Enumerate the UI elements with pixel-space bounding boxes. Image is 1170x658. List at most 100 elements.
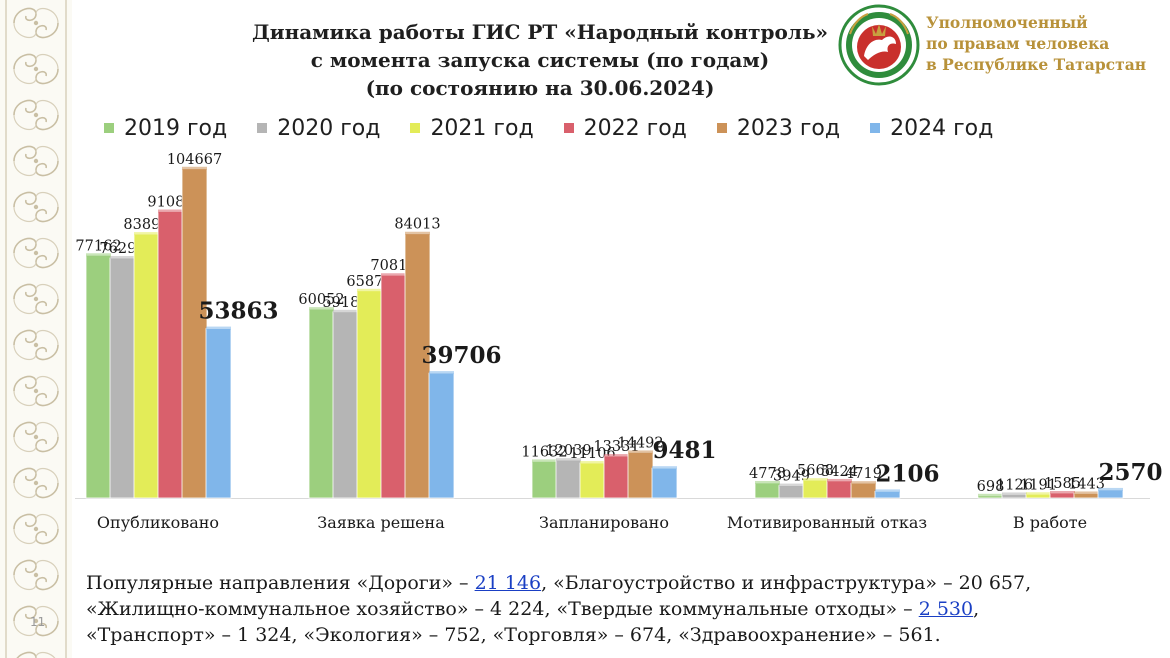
bar-chart: 7716276290838979108310466753863Опубликов… bbox=[75, 152, 1163, 532]
popular-directions: Популярные направления «Дороги» – 21 146… bbox=[86, 570, 1156, 648]
footer-line-2-post: , bbox=[973, 598, 980, 620]
page-number: 11 bbox=[30, 615, 46, 629]
category-label: Мотивированный отказ bbox=[727, 513, 927, 532]
bar-cap bbox=[827, 478, 852, 482]
bar bbox=[531, 461, 558, 499]
data-label: 5424 bbox=[821, 464, 858, 480]
tatarstan-emblem-icon bbox=[838, 4, 920, 86]
legend-item: 2021 год bbox=[410, 115, 534, 141]
data-label: 53863 bbox=[198, 298, 278, 325]
org-line-2: по правам человека bbox=[926, 34, 1110, 53]
legend-item: 2020 год bbox=[257, 116, 380, 141]
bar-cap bbox=[1002, 492, 1027, 496]
data-label: 104667 bbox=[167, 152, 222, 168]
category-label: В работе bbox=[1013, 513, 1087, 532]
waste-count-link[interactable]: 2 530 bbox=[918, 598, 974, 620]
bar bbox=[651, 467, 678, 499]
bar bbox=[308, 308, 335, 499]
data-label: 2570 bbox=[1098, 459, 1162, 486]
footer-line-1: Популярные направления «Дороги» – 21 146… bbox=[86, 570, 1156, 596]
bar bbox=[428, 372, 455, 499]
legend-label: 2022 год bbox=[583, 115, 687, 141]
legend-swatch bbox=[716, 123, 727, 133]
bar-cap bbox=[182, 166, 207, 170]
ornament-border bbox=[0, 0, 72, 658]
chart-legend: 2019 год 2020 год 2021 год 2022 год 2023 год… bbox=[104, 113, 1144, 143]
bar bbox=[85, 254, 112, 499]
data-label: 12039 bbox=[545, 443, 591, 459]
bar bbox=[380, 274, 407, 499]
bar-cap bbox=[110, 256, 135, 260]
bar bbox=[356, 290, 383, 499]
data-label: 1126 bbox=[996, 477, 1033, 493]
legend-swatch bbox=[104, 123, 114, 133]
legend-swatch bbox=[563, 123, 574, 133]
bar bbox=[778, 485, 805, 499]
bar bbox=[157, 211, 184, 499]
bar-cap bbox=[1074, 491, 1099, 495]
title-line-1: Динамика работы ГИС РТ «Народный контрол… bbox=[251, 20, 829, 44]
bar bbox=[205, 328, 232, 499]
bar-cap bbox=[134, 232, 159, 236]
footer-line-3: «Транспорт» – 1 324, «Экология» – 752, «… bbox=[86, 624, 941, 646]
bar-cap bbox=[357, 288, 382, 292]
bar-cap bbox=[803, 478, 828, 482]
legend-label: 2023 год bbox=[736, 115, 841, 141]
bar-cap bbox=[532, 459, 557, 463]
bar-cap bbox=[309, 307, 334, 311]
data-label: 1585 bbox=[1044, 476, 1081, 492]
data-label: 60052 bbox=[298, 292, 344, 308]
category-label: Заявка решена bbox=[317, 513, 445, 532]
bar bbox=[802, 479, 829, 499]
legend-swatch bbox=[870, 123, 881, 133]
bar-cap bbox=[755, 480, 780, 484]
footer-line-1-post: , «Благоустройство и инфраструктура» – 2… bbox=[541, 572, 1032, 594]
legend-item: 2022 год bbox=[563, 115, 687, 141]
bar bbox=[826, 480, 853, 499]
title-line-2: с момента запуска системы (по годам) bbox=[310, 48, 770, 72]
bar-cap bbox=[556, 458, 581, 462]
data-label: 1443 bbox=[1068, 476, 1105, 492]
footer-line-2-pre: «Жилищно-коммунальное хозяйство» – 4 224… bbox=[86, 598, 919, 620]
footer-line-1-pre: Популярные направления «Дороги» – bbox=[86, 572, 475, 594]
data-label: 39706 bbox=[421, 342, 501, 369]
data-label: 9481 bbox=[652, 437, 716, 464]
data-label: 11632 bbox=[521, 444, 567, 460]
bar-cap bbox=[333, 309, 358, 313]
data-label: 698 bbox=[977, 479, 1005, 495]
legend-label: 2020 год bbox=[277, 115, 381, 141]
data-label: 4719 bbox=[845, 466, 882, 482]
legend-label: 2021 год bbox=[430, 115, 534, 141]
data-label: 4778 bbox=[749, 466, 786, 482]
data-label: 3949 bbox=[773, 469, 810, 485]
bar-cap bbox=[1050, 491, 1075, 495]
roads-count-link[interactable]: 21 146 bbox=[474, 572, 542, 594]
bar bbox=[133, 233, 160, 499]
bar-cap bbox=[381, 273, 406, 277]
bar-cap bbox=[405, 231, 430, 235]
bar-cap bbox=[779, 483, 804, 487]
bar-cap bbox=[580, 461, 605, 465]
data-label: 77162 bbox=[75, 238, 121, 254]
org-line-3: в Республике Татарстан bbox=[926, 55, 1147, 74]
bar-cap bbox=[1098, 487, 1123, 491]
title-line-3: (по состоянию на 30.06.2024) bbox=[365, 76, 715, 100]
legend-item: 2019 год bbox=[104, 116, 227, 141]
bar-cap bbox=[628, 450, 653, 454]
bar bbox=[579, 462, 606, 499]
bar-cap bbox=[86, 253, 111, 257]
bar bbox=[627, 452, 654, 499]
data-label: 2106 bbox=[875, 460, 939, 487]
legend-label: 2024 год bbox=[890, 115, 994, 141]
bar bbox=[603, 455, 630, 499]
bar bbox=[754, 482, 781, 499]
bar-cap bbox=[851, 481, 876, 485]
org-name: Уполномоченный по правам человека в Респ… bbox=[926, 12, 1146, 75]
bar bbox=[555, 459, 582, 499]
legend-item: 2023 год bbox=[716, 115, 841, 141]
bar bbox=[109, 257, 136, 499]
data-label: 14492 bbox=[617, 435, 663, 451]
bar-cap bbox=[206, 326, 231, 330]
bar bbox=[404, 233, 431, 499]
bar-cap bbox=[978, 493, 1003, 497]
